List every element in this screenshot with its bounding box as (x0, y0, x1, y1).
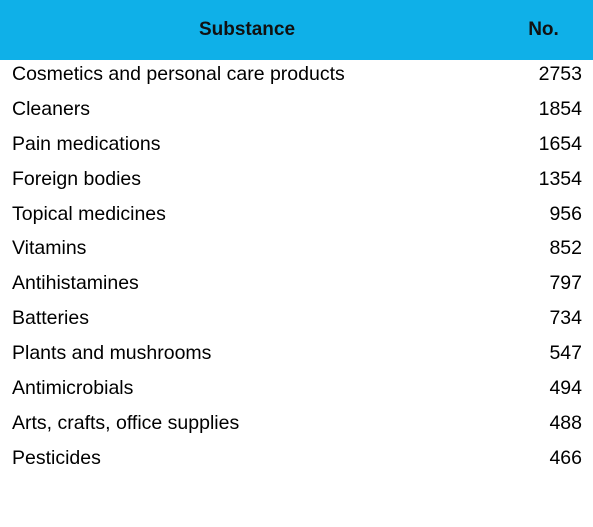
row-count: 488 (549, 411, 582, 434)
row-substance: Batteries (12, 307, 89, 330)
row-substance: Cosmetics and personal care products (12, 63, 345, 85)
row-substance: Pesticides (12, 446, 101, 469)
row-count: 1854 (538, 97, 582, 120)
table-row: Antimicrobials 494 (0, 371, 593, 406)
table-row: Batteries 734 (0, 301, 593, 336)
row-count: 734 (549, 307, 582, 330)
row-count: 2753 (538, 63, 582, 85)
row-substance: Foreign bodies (12, 167, 141, 190)
row-count: 466 (549, 446, 582, 469)
header-no: No. (528, 19, 559, 40)
table-row: Cleaners 1854 (0, 92, 593, 127)
row-substance: Cleaners (12, 97, 91, 120)
table-body: Cosmetics and personal care products 275… (0, 57, 593, 476)
row-substance: Pain medications (12, 132, 161, 155)
row-count: 547 (549, 342, 582, 365)
row-substance: Antimicrobials (12, 377, 134, 400)
row-substance: Topical medicines (12, 202, 166, 225)
table-row: Topical medicines 956 (0, 197, 593, 232)
row-substance: Arts, crafts, office supplies (12, 411, 240, 434)
row-count: 1654 (538, 132, 582, 155)
row-count: 956 (549, 202, 582, 225)
row-substance: Vitamins (12, 237, 87, 260)
row-substance: Antihistamines (12, 272, 139, 295)
table-header: Substance No. (0, 0, 593, 60)
row-count: 852 (549, 237, 582, 260)
row-count: 494 (549, 377, 582, 400)
table-row: Plants and mushrooms 547 (0, 336, 593, 371)
table-row: Vitamins 852 (0, 231, 593, 266)
table-row: Cosmetics and personal care products 275… (0, 57, 593, 92)
table-row: Pesticides 466 (0, 441, 593, 476)
table-row: Antihistamines 797 (0, 266, 593, 301)
table-row: Foreign bodies 1354 (0, 162, 593, 197)
header-substance: Substance (198, 19, 296, 40)
table-row: Pain medications 1654 (0, 127, 593, 162)
row-count: 1354 (538, 167, 582, 190)
table-row: Arts, crafts, office supplies 488 (0, 406, 593, 441)
row-count: 797 (549, 272, 582, 295)
row-substance: Plants and mushrooms (12, 342, 212, 365)
